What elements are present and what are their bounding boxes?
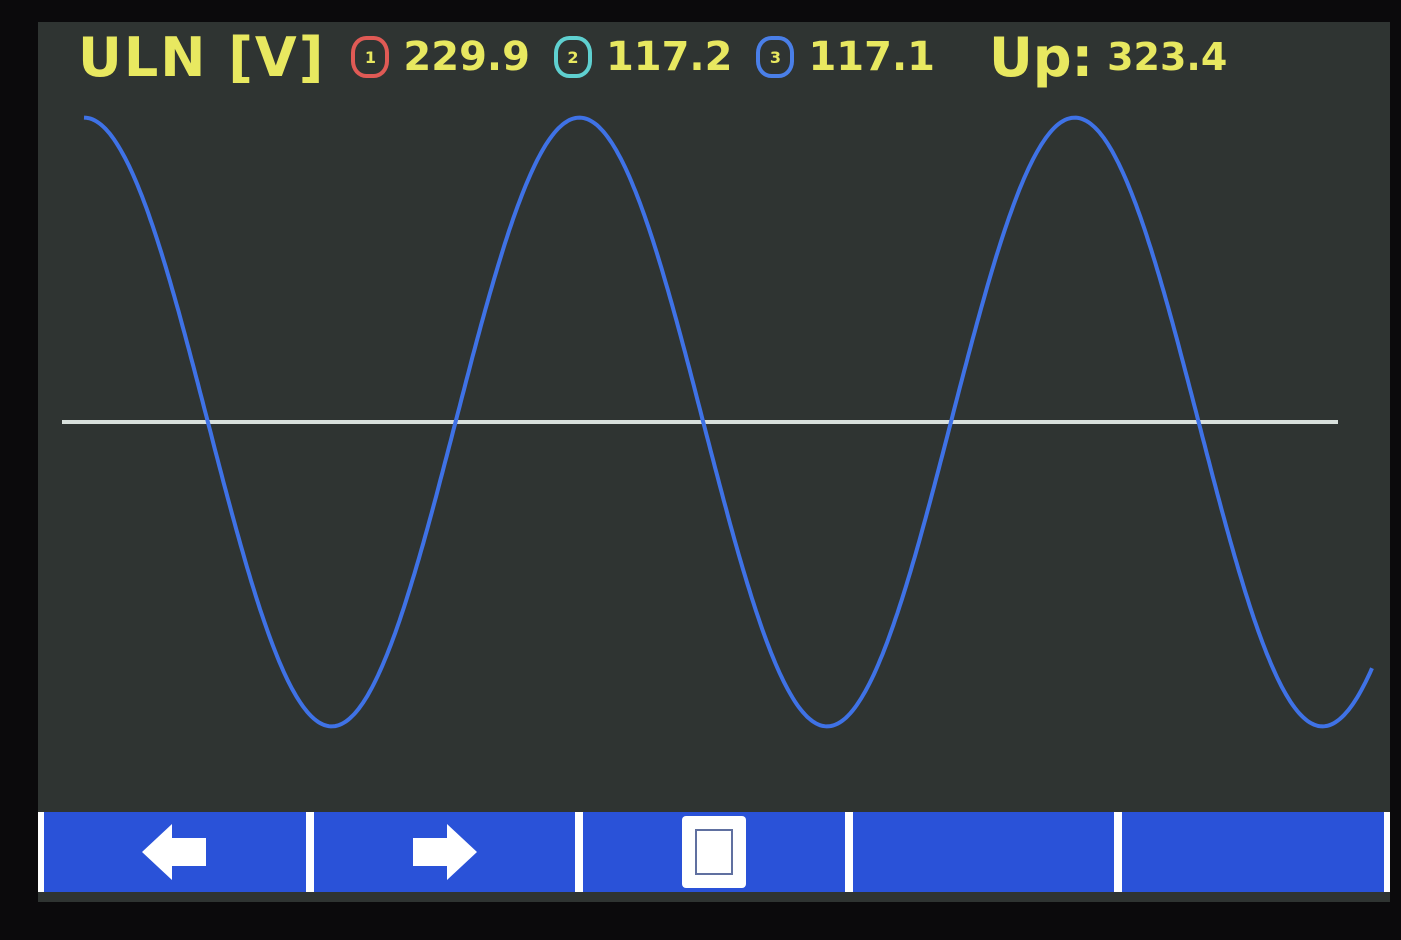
voltage-waveform bbox=[83, 115, 1374, 729]
soft-key-bar bbox=[38, 812, 1390, 892]
peak-label: Up: bbox=[989, 25, 1094, 89]
waveform-plot bbox=[62, 115, 1374, 729]
arrow-right-icon bbox=[413, 824, 478, 880]
phase-1-value: 229.9 bbox=[403, 34, 530, 80]
measurement-title: ULN [V] bbox=[78, 25, 326, 89]
window-icon bbox=[681, 816, 746, 888]
next-button[interactable] bbox=[313, 812, 576, 892]
peak-value: 323.4 bbox=[1107, 35, 1228, 79]
window-button[interactable] bbox=[583, 812, 845, 892]
phase-3-badge: 3 bbox=[756, 36, 795, 78]
arrow-left-icon bbox=[141, 824, 206, 880]
phase-2-value: 117.2 bbox=[605, 34, 733, 80]
phase-1-badge: 1 bbox=[351, 36, 390, 78]
device-screen: ULN [V] 1 229.9 2 117.2 3 117.1 Up: 323.… bbox=[38, 22, 1390, 902]
phase-2-badge: 2 bbox=[553, 36, 592, 78]
soft-key-4[interactable] bbox=[852, 812, 1115, 892]
readings-header: ULN [V] 1 229.9 2 117.2 3 117.1 Up: 323.… bbox=[78, 22, 1227, 92]
previous-button[interactable] bbox=[44, 812, 306, 892]
soft-key-5[interactable] bbox=[1122, 812, 1384, 892]
phase-3-value: 117.1 bbox=[808, 34, 935, 80]
